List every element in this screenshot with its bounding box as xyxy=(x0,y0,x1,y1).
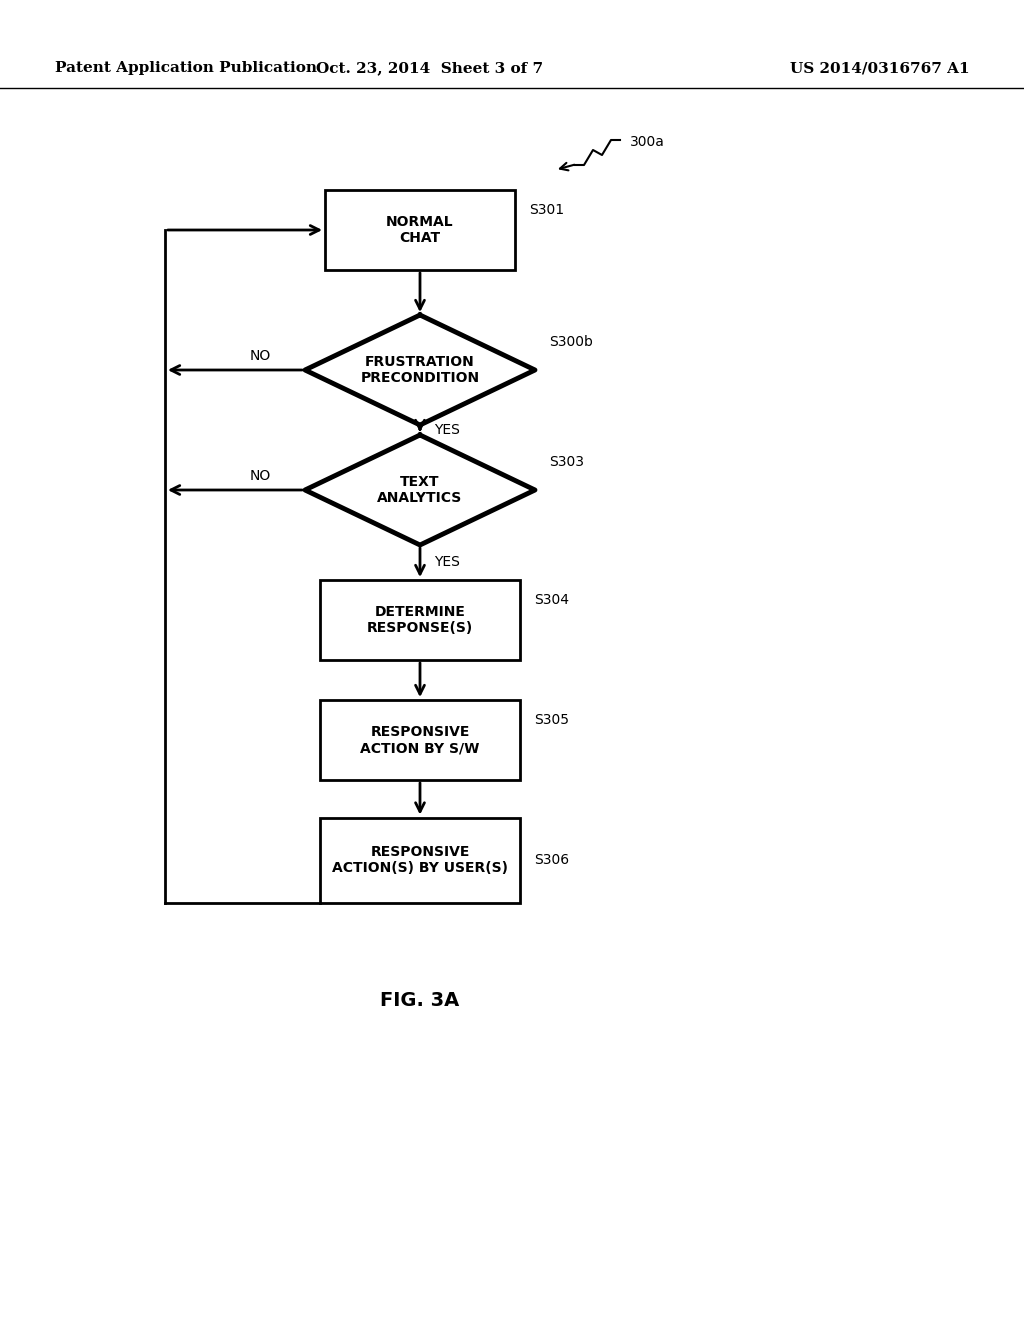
Text: S300b: S300b xyxy=(549,335,593,350)
Text: FIG. 3A: FIG. 3A xyxy=(380,990,460,1010)
Polygon shape xyxy=(305,315,535,425)
Text: NO: NO xyxy=(250,348,271,363)
Bar xyxy=(325,190,515,271)
Text: TEXT
ANALYTICS: TEXT ANALYTICS xyxy=(378,475,463,506)
Text: Patent Application Publication: Patent Application Publication xyxy=(55,61,317,75)
Bar xyxy=(319,579,520,660)
Bar xyxy=(319,817,520,903)
Bar xyxy=(319,700,520,780)
Text: S304: S304 xyxy=(534,593,569,607)
Text: YES: YES xyxy=(434,556,460,569)
Text: S306: S306 xyxy=(534,853,569,867)
Text: NO: NO xyxy=(250,469,271,483)
Text: S303: S303 xyxy=(549,455,584,470)
Text: NORMAL
CHAT: NORMAL CHAT xyxy=(386,215,454,246)
Text: RESPONSIVE
ACTION(S) BY USER(S): RESPONSIVE ACTION(S) BY USER(S) xyxy=(332,845,508,875)
Text: YES: YES xyxy=(434,422,460,437)
Text: DETERMINE
RESPONSE(S): DETERMINE RESPONSE(S) xyxy=(367,605,473,635)
Text: US 2014/0316767 A1: US 2014/0316767 A1 xyxy=(791,61,970,75)
Text: FRUSTRATION
PRECONDITION: FRUSTRATION PRECONDITION xyxy=(360,355,479,385)
Text: 300a: 300a xyxy=(630,135,665,149)
Text: S305: S305 xyxy=(534,713,569,727)
Text: RESPONSIVE
ACTION BY S/W: RESPONSIVE ACTION BY S/W xyxy=(360,725,479,755)
Polygon shape xyxy=(305,436,535,545)
Text: Oct. 23, 2014  Sheet 3 of 7: Oct. 23, 2014 Sheet 3 of 7 xyxy=(316,61,544,75)
Text: S301: S301 xyxy=(529,203,564,216)
